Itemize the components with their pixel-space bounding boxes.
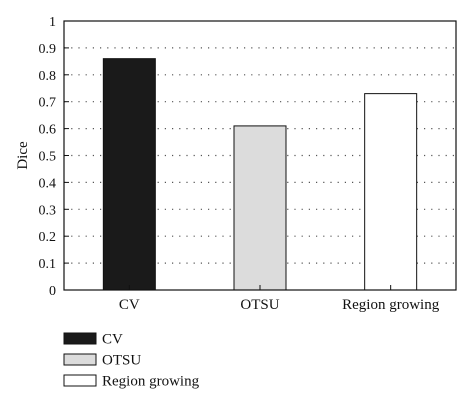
legend-swatch [63, 374, 97, 387]
legend: CV OTSU Region growing [63, 332, 200, 390]
legend-label: CV [102, 332, 123, 348]
y-tick-label: 0.9 [39, 42, 57, 57]
legend-label: OTSU [102, 353, 141, 369]
y-tick-label: 0.1 [39, 257, 57, 272]
y-tick-label: 0.6 [39, 123, 57, 138]
y-tick-label: 0.3 [39, 203, 57, 218]
y-axis-title: Dice [15, 141, 31, 170]
y-tick-label: 0 [49, 284, 56, 299]
legend-swatch [63, 332, 97, 345]
y-axis-ticks: 0 0.1 0.2 0.3 0.4 0.5 0.6 0.7 0.8 0.9 1 [39, 15, 69, 299]
x-axis-ticks: CV OTSU Region growing [119, 285, 440, 313]
bar-cv [102, 58, 156, 291]
x-tick-label: CV [119, 297, 140, 313]
y-tick-label: 0.4 [39, 176, 57, 191]
y-tick-label: 0.5 [39, 150, 57, 165]
bars [102, 58, 418, 291]
legend-swatch [63, 353, 97, 366]
y-tick-label: 0.2 [39, 230, 57, 245]
y-tick-label: 0.8 [39, 69, 57, 84]
y-tick-label: 1 [49, 15, 56, 30]
x-tick-label: Region growing [342, 297, 440, 313]
bar-otsu [233, 125, 287, 291]
x-tick-label: OTSU [240, 297, 279, 313]
legend-label: Region growing [102, 374, 200, 390]
bar-region-growing [364, 93, 418, 291]
y-tick-label: 0.7 [39, 96, 57, 111]
